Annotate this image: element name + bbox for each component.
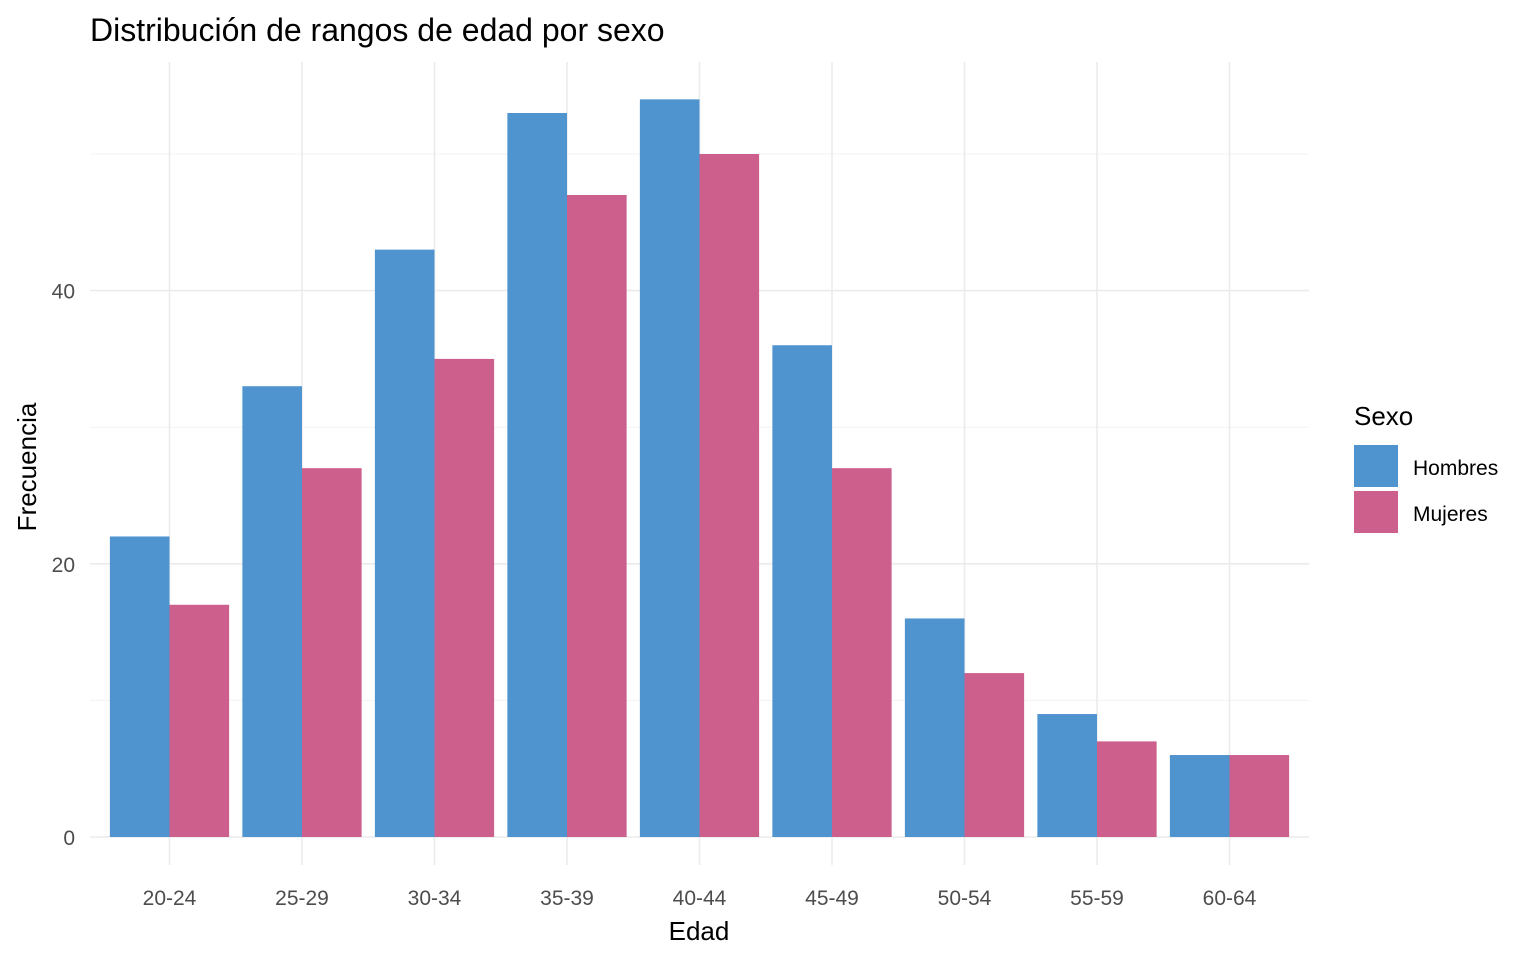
x-tick-label: 30-34 [408, 887, 462, 910]
x-tick-label: 45-49 [805, 887, 859, 910]
bar-hombres-30-34 [374, 249, 435, 837]
bar-hombres-40-44 [639, 99, 700, 838]
x-tick-label: 55-59 [1070, 887, 1124, 910]
bar-mujeres-40-44 [699, 154, 760, 837]
y-tick-label: 0 [63, 827, 75, 850]
bar-hombres-60-64 [1169, 755, 1230, 837]
bars [109, 99, 1290, 838]
x-tick-label: 50-54 [938, 887, 992, 910]
bar-mujeres-45-49 [832, 468, 892, 837]
legend-label-mujeres: Mujeres [1413, 503, 1488, 526]
legend-key-hombres [1354, 445, 1398, 487]
y-axis-ticks: 0 20 40 [52, 281, 75, 850]
bar-mujeres-50-54 [964, 673, 1025, 837]
bar-mujeres-20-24 [169, 604, 230, 837]
bar-hombres-20-24 [109, 536, 170, 837]
y-tick-label: 40 [52, 281, 75, 304]
chart-title: Distribución de rangos de edad por sexo [90, 12, 665, 48]
x-axis-title: Edad [669, 916, 730, 946]
bar-mujeres-35-39 [567, 194, 627, 838]
x-tick-label: 35-39 [540, 887, 594, 910]
x-axis-ticks: 20-24 25-29 30-34 35-39 40-44 45-49 50-54 55-59… [143, 887, 1257, 910]
bar-mujeres-25-29 [302, 468, 362, 837]
bar-hombres-45-49 [772, 345, 832, 837]
legend-key-mujeres [1354, 491, 1398, 533]
legend-title: Sexo [1354, 401, 1413, 431]
bar-mujeres-60-64 [1229, 755, 1290, 837]
bar-hombres-25-29 [242, 386, 302, 837]
y-tick-label: 20 [52, 554, 75, 577]
y-axis-title: Frecuencia [12, 402, 42, 531]
bar-hombres-55-59 [1037, 714, 1097, 837]
bar-mujeres-55-59 [1097, 741, 1157, 837]
bar-hombres-50-54 [904, 618, 965, 837]
x-tick-label: 40-44 [673, 887, 727, 910]
legend-label-hombres: Hombres [1413, 457, 1498, 480]
bar-hombres-35-39 [507, 113, 567, 837]
bar-mujeres-30-34 [434, 358, 495, 837]
legend: Sexo Hombres Mujeres [1354, 401, 1498, 533]
x-tick-label: 25-29 [275, 887, 329, 910]
x-tick-label: 60-64 [1203, 887, 1257, 910]
x-tick-label: 20-24 [143, 887, 197, 910]
